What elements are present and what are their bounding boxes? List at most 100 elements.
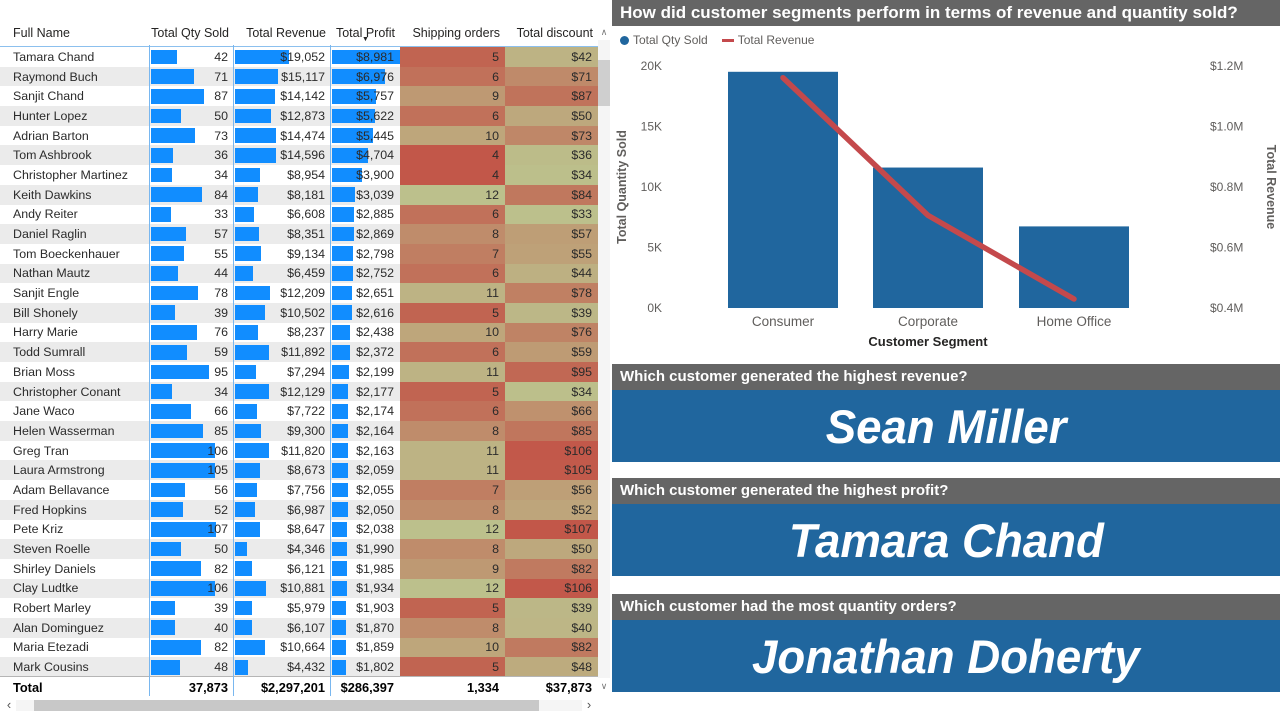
table-row[interactable]: Andy Reiter 33 $6,608 $2,885 6 $33 [0, 204, 598, 225]
column-header-total-discount[interactable]: Total discount [505, 20, 598, 45]
cell-full-name: Adam Bellavance [0, 480, 150, 500]
vertical-scroll-thumb[interactable] [598, 60, 610, 106]
table-row[interactable]: Todd Sumrall 59 $11,892 $2,372 6 $59 [0, 342, 598, 362]
data-bar [235, 384, 270, 399]
cell-full-name: Maria Etezadi [0, 638, 150, 658]
left-axis-title: Total Quantity Sold [615, 130, 629, 244]
cell-value: $4,704 [356, 148, 394, 163]
table-row[interactable]: Tom Boeckenhauer 55 $9,134 $2,798 7 $55 [0, 243, 598, 264]
legend-item-revenue[interactable]: Total Revenue [721, 33, 814, 47]
cell-value: $66 [571, 404, 592, 419]
cell-value: Pete Kriz [13, 522, 64, 537]
cell-full-name: Steven Roelle [0, 539, 150, 559]
table-row[interactable]: Harry Marie 76 $8,237 $2,438 10 $76 [0, 322, 598, 343]
table-row[interactable]: Christopher Martinez 34 $8,954 $3,900 4 $34 [0, 165, 598, 185]
table-row[interactable]: Maria Etezadi 82 $10,664 $1,859 10 $82 [0, 637, 598, 658]
data-bar [332, 128, 374, 143]
cell-qty: 105 [150, 460, 234, 480]
data-bar [332, 69, 385, 84]
horizontal-scroll-track[interactable] [16, 699, 582, 711]
scroll-right-icon[interactable]: › [586, 697, 592, 712]
table-row[interactable]: Greg Tran 106 $11,820 $2,163 11 $106 [0, 440, 598, 461]
scroll-down-icon[interactable]: ∨ [600, 681, 608, 691]
table-row[interactable]: Raymond Buch 71 $15,117 $6,976 6 $71 [0, 66, 598, 87]
table-row[interactable]: Adrian Barton 73 $14,474 $5,445 10 $73 [0, 125, 598, 146]
data-bar [332, 187, 355, 202]
scroll-up-icon[interactable]: ∧ [600, 27, 608, 37]
right-axis-title: Total Revenue [1264, 145, 1278, 230]
vertical-scroll-track[interactable] [598, 40, 610, 678]
cell-shipping-orders: 8 [400, 224, 505, 244]
cell-total-discount: $42 [505, 47, 598, 67]
cell-revenue: $14,596 [234, 145, 331, 165]
cell-shipping-orders: 5 [400, 381, 505, 402]
table-row[interactable]: Robert Marley 39 $5,979 $1,903 5 $39 [0, 598, 598, 618]
cell-value: 87 [214, 89, 228, 104]
table-row[interactable]: Laura Armstrong 105 $8,673 $2,059 11 $105 [0, 460, 598, 481]
cell-total-discount: $39 [505, 302, 598, 323]
cell-shipping-orders: 12 [400, 578, 505, 599]
cell-qty: 85 [150, 421, 234, 441]
table-row[interactable]: Nathan Mautz 44 $6,459 $2,752 6 $44 [0, 263, 598, 284]
cell-full-name: Greg Tran [0, 441, 150, 461]
table-row[interactable]: Jane Waco 66 $7,722 $2,174 6 $66 [0, 401, 598, 422]
data-bar [151, 502, 183, 517]
cell-revenue: $11,820 [234, 441, 331, 461]
cell-profit: $1,859 [331, 638, 400, 658]
column-header-shipping-orders[interactable]: Shipping orders [400, 20, 505, 45]
cell-revenue: $6,107 [234, 618, 331, 638]
bar-home-office[interactable] [1019, 226, 1129, 308]
table-row[interactable]: Bill Shonely 39 $10,502 $2,616 5 $39 [0, 302, 598, 323]
table-row[interactable]: Mark Cousins 48 $4,432 $1,802 5 $48 [0, 657, 598, 676]
table-row[interactable]: Hunter Lopez 50 $12,873 $5,622 6 $50 [0, 106, 598, 126]
cell-qty: 34 [150, 165, 234, 185]
table-row[interactable]: Sanjit Chand 87 $14,142 $5,757 9 $87 [0, 86, 598, 107]
table-row[interactable]: Fred Hopkins 52 $6,987 $2,050 8 $52 [0, 499, 598, 520]
column-header-total-revenue[interactable]: Total Revenue [234, 20, 331, 45]
table-row[interactable]: Alan Dominguez 40 $6,107 $1,870 8 $40 [0, 617, 598, 638]
data-bar [235, 541, 248, 557]
right-axis-tick: $0.6M [1210, 241, 1243, 255]
table-row[interactable]: Clay Ludtke 106 $10,881 $1,934 12 $106 [0, 578, 598, 599]
cell-value: $33 [571, 207, 592, 222]
total-cell: $37,873 [545, 680, 592, 695]
table-row[interactable]: Tamara Chand 42 $19,052 $8,981 5 $42 [0, 47, 598, 67]
cell-value: $9,300 [287, 423, 325, 438]
cell-value: 56 [214, 482, 228, 497]
cell-profit: $1,990 [331, 539, 400, 559]
table-row[interactable]: Sanjit Engle 78 $12,209 $2,651 11 $78 [0, 283, 598, 303]
table-vertical-scrollbar[interactable]: ∧ ∨ [598, 26, 610, 692]
table-row[interactable]: Pete Kriz 107 $8,647 $2,038 12 $107 [0, 519, 598, 540]
legend-item-qty[interactable]: Total Qty Sold [620, 33, 708, 47]
table-row[interactable]: Steven Roelle 50 $4,346 $1,990 8 $50 [0, 539, 598, 559]
table-row[interactable]: Christopher Conant 34 $12,129 $2,177 5 $34 [0, 381, 598, 402]
left-axis-tick: 0K [647, 301, 662, 315]
cell-qty: 82 [150, 559, 234, 579]
bar-consumer[interactable] [728, 71, 838, 308]
cell-shipping-orders: 8 [400, 499, 505, 520]
table-row[interactable]: Daniel Raglin 57 $8,351 $2,869 8 $57 [0, 224, 598, 244]
column-header-full-name[interactable]: Full Name [0, 20, 150, 45]
data-bar [151, 88, 204, 104]
scroll-left-icon[interactable]: ‹ [6, 697, 12, 712]
data-bar [151, 541, 182, 557]
cell-value: Clay Ludtke [13, 581, 79, 596]
cell-value: 106 [207, 443, 228, 458]
column-header-total-qty-sold[interactable]: Total Qty Sold [150, 20, 234, 45]
cell-revenue: $6,121 [234, 559, 331, 579]
revenue-line[interactable] [780, 74, 1077, 302]
cell-profit: $2,199 [331, 362, 400, 382]
table-horizontal-scrollbar[interactable]: ‹ › [2, 697, 596, 712]
table-row[interactable]: Tom Ashbrook 36 $14,596 $4,704 4 $36 [0, 145, 598, 166]
table-row[interactable]: Adam Bellavance 56 $7,756 $2,055 7 $56 [0, 480, 598, 500]
table-row[interactable]: Keith Dawkins 84 $8,181 $3,039 12 $84 [0, 184, 598, 205]
table-row[interactable]: Shirley Daniels 82 $6,121 $1,985 9 $82 [0, 558, 598, 579]
cell-value: $2,752 [356, 266, 394, 281]
x-category-label: Home Office [1037, 314, 1112, 329]
horizontal-scroll-thumb[interactable] [34, 699, 539, 711]
table-row[interactable]: Helen Wasserman 85 $9,300 $2,164 8 $85 [0, 421, 598, 441]
column-header-total-profit[interactable]: Total Profit ▼ [331, 20, 400, 45]
cell-value: $2,050 [356, 502, 394, 517]
table-row[interactable]: Brian Moss 95 $7,294 $2,199 11 $95 [0, 362, 598, 382]
cell-profit: $1,903 [331, 598, 400, 618]
